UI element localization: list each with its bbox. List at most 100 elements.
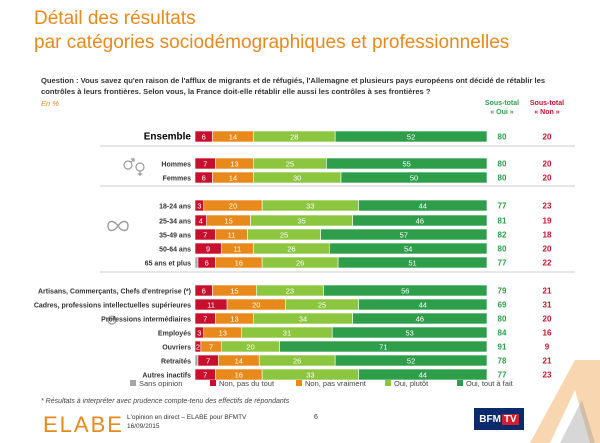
- bfmtv-logo-bfm: BFM: [479, 413, 501, 425]
- bar-segment-oui-tout-a-fait: [358, 199, 488, 212]
- subtotal-non-value: 20: [543, 245, 552, 254]
- bar-value-label: 13: [230, 315, 238, 324]
- bar-segment-oui-tout-a-fait: [334, 130, 488, 143]
- bar-segment-oui-tout-a-fait: [334, 354, 488, 367]
- gender-icon: [123, 158, 145, 176]
- row-label: Retraités: [161, 359, 191, 366]
- decorative-arrow-shape: [530, 360, 600, 443]
- bar-value-label: 55: [403, 160, 411, 169]
- bar-value-label: 52: [407, 357, 415, 366]
- bar-value-label: 13: [230, 160, 238, 169]
- row-label: 25-34 ans: [159, 219, 191, 226]
- bar-value-label: 56: [401, 287, 409, 296]
- bar-value-label: 14: [229, 133, 237, 142]
- bar-value-label: 25: [286, 160, 294, 169]
- legend-label: Non, pas du tout: [219, 379, 275, 388]
- subtotal-non-value: 20: [543, 174, 552, 183]
- subtotal-non-value: 31: [543, 301, 552, 310]
- subtotal-non-value: 21: [543, 287, 552, 296]
- bar-segment-sans-opinion: [194, 354, 199, 367]
- subtotal-non-value: 20: [543, 315, 552, 324]
- bar-value-label: 3: [197, 329, 201, 338]
- bar-value-label: 15: [224, 217, 232, 226]
- legend-label: Oui, plutôt: [394, 379, 429, 388]
- bar-value-label: 26: [293, 357, 301, 366]
- subtotal-non-value: 21: [543, 357, 552, 366]
- subtotal-non-value: 19: [543, 217, 552, 226]
- bar-segment-oui-tout-a-fait: [340, 171, 488, 184]
- bar-value-label: 20: [229, 202, 237, 211]
- bar-value-label: 46: [416, 315, 424, 324]
- bar-segment-oui-tout-a-fait: [331, 326, 488, 339]
- bar-value-label: 52: [407, 133, 415, 142]
- bar-value-label: 54: [404, 245, 412, 254]
- bar-value-label: 6: [202, 287, 206, 296]
- row-label: Ensemble: [144, 132, 192, 143]
- subtotal-oui-value: 77: [498, 371, 507, 380]
- subtotal-oui-value: 91: [498, 343, 507, 352]
- subtotal-non-value: 20: [543, 160, 552, 169]
- row-label: Cadres, professions intellectuelles supé…: [34, 303, 191, 310]
- subtotal-oui-value: 84: [498, 329, 507, 338]
- subtotal-non-value: 22: [543, 259, 552, 268]
- subtotal-non-value: 20: [543, 133, 552, 142]
- bar-value-label: 33: [306, 202, 314, 211]
- bar-value-label: 11: [207, 301, 215, 310]
- bar-value-label: 30: [293, 174, 301, 183]
- subtotal-oui-value: 77: [498, 259, 507, 268]
- bar-value-label: 31: [283, 329, 291, 338]
- bfmtv-logo: BFM TV: [474, 408, 524, 430]
- row-label: 35-49 ans: [159, 233, 191, 240]
- bar-value-label: 9: [206, 245, 210, 254]
- footer-line-2: 16/09/2015: [127, 423, 160, 430]
- bfmtv-logo-tv: TV: [501, 413, 519, 425]
- legend-swatch-sans-opinion: [130, 380, 136, 386]
- row-label: Femmes: [163, 176, 192, 183]
- bar-value-label: 11: [233, 245, 241, 254]
- legend-label: Oui, tout à fait: [466, 379, 514, 388]
- bar-value-label: 50: [410, 174, 418, 183]
- header-non: Sous-total « Non »: [529, 100, 565, 116]
- legend-swatch-oui-tout-a-fait: [457, 380, 463, 386]
- bar-value-label: 13: [219, 329, 227, 338]
- bar-value-label: 16: [235, 371, 243, 380]
- legend-swatch-non-pas-du-tout: [210, 380, 216, 386]
- unit-label: En %: [41, 99, 59, 108]
- legend-label: Non, pas vraiment: [305, 379, 367, 388]
- bar-segment-oui-tout-a-fait: [358, 298, 488, 311]
- bar-segment-oui-tout-a-fait: [358, 368, 488, 381]
- subtotal-oui-value: 80: [498, 160, 507, 169]
- bar-segment-oui-tout-a-fait: [320, 228, 488, 241]
- legend-swatch-oui-plutot: [385, 380, 391, 386]
- bar-value-label: 25: [318, 301, 326, 310]
- subtotal-oui-value: 80: [498, 133, 507, 142]
- subtotal-oui-value: 80: [498, 315, 507, 324]
- subtotal-oui-value: 80: [498, 174, 507, 183]
- bar-value-label: 44: [419, 202, 427, 211]
- subtotal-oui-value: 77: [498, 202, 507, 211]
- bar-value-label: 14: [229, 174, 237, 183]
- page-number: 6: [314, 414, 318, 421]
- row-label: Ouvriers: [162, 345, 191, 352]
- bar-segment-oui-tout-a-fait: [352, 214, 488, 227]
- bar-segment-oui-tout-a-fait: [323, 284, 488, 297]
- age-infinity-icon: [107, 220, 129, 232]
- bar-value-label: 7: [203, 371, 207, 380]
- bar-value-label: 33: [306, 371, 314, 380]
- bar-value-label: 14: [235, 357, 243, 366]
- title-line-1: Détail des résultats: [34, 8, 196, 29]
- bar-value-label: 11: [228, 231, 236, 240]
- bar-value-label: 34: [299, 315, 307, 324]
- bar-value-label: 57: [400, 231, 408, 240]
- question-text: Question : Vous savez qu'en raison de l'…: [41, 76, 546, 96]
- bar-value-label: 28: [290, 133, 298, 142]
- subtotal-oui-value: 79: [498, 287, 507, 296]
- bar-value-label: 26: [296, 259, 304, 268]
- bar-value-label: 46: [416, 217, 424, 226]
- legend-label: Sans opinion: [139, 379, 182, 388]
- bar-value-label: 3: [197, 202, 201, 211]
- bar-value-label: 16: [235, 259, 243, 268]
- title-line-2: par catégories sociodémographiques et pr…: [34, 32, 510, 53]
- subtotal-non-value: 23: [543, 202, 552, 211]
